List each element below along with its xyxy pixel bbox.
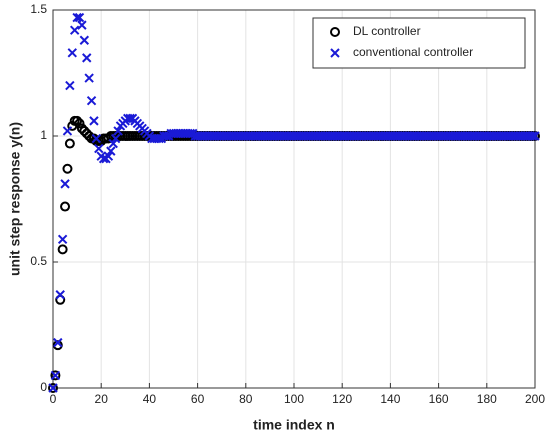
x-marker: [74, 12, 85, 23]
y-tick-label: 1.5: [30, 2, 47, 16]
circle-marker: [62, 163, 73, 174]
x-marker: [62, 126, 73, 136]
circle-marker: [57, 244, 68, 255]
circle-marker: [60, 201, 71, 212]
y-tick-label: 0.5: [30, 254, 47, 268]
x-tick-label: 40: [143, 392, 157, 406]
x-marker: [91, 133, 102, 144]
x-tick-label: 100: [284, 392, 304, 406]
x-marker: [79, 35, 90, 45]
x-marker: [89, 116, 99, 126]
x-tick-label: 180: [477, 392, 497, 406]
x-marker: [53, 337, 63, 348]
x-marker: [94, 143, 104, 154]
x-axis-label: time index n: [253, 417, 335, 433]
circle-marker: [330, 27, 340, 37]
x-marker: [67, 48, 77, 58]
plot-frame: [52, 9, 536, 389]
x-marker: [77, 20, 87, 30]
x-tick-label: 140: [380, 392, 400, 406]
x-marker: [113, 126, 123, 136]
y-tick-label: 1: [40, 128, 47, 142]
legend-label: conventional controller: [353, 45, 473, 59]
x-tick-label: 0: [50, 392, 57, 406]
x-marker: [154, 133, 164, 144]
x-marker: [60, 179, 70, 189]
x-marker: [530, 131, 540, 141]
x-marker: [330, 48, 340, 58]
x-tick-label: 20: [95, 392, 109, 406]
x-marker: [103, 151, 114, 161]
x-marker: [50, 370, 61, 381]
circle-marker: [48, 383, 58, 393]
y-tick-label: 0: [40, 380, 47, 394]
x-marker: [161, 131, 171, 141]
x-marker: [57, 234, 68, 245]
circle-marker: [52, 340, 63, 351]
legend-box: [312, 17, 526, 69]
circle-marker: [74, 118, 85, 129]
x-marker: [84, 73, 94, 83]
x-marker: [72, 12, 82, 23]
x-tick-label: 200: [525, 392, 545, 406]
x-marker: [185, 128, 196, 139]
x-tick-label: 120: [332, 392, 352, 406]
x-tick-label: 80: [239, 392, 253, 406]
x-marker: [125, 113, 135, 124]
x-marker: [48, 383, 58, 393]
legend-label: DL controller: [353, 24, 421, 38]
circle-marker: [50, 370, 61, 381]
circle-marker: [64, 138, 75, 149]
y-axis-label: unit step response y(n): [7, 122, 23, 276]
x-marker: [108, 138, 118, 149]
x-tick-label: 60: [191, 392, 205, 406]
x-marker: [527, 131, 538, 141]
x-marker: [55, 290, 65, 300]
x-tick-label: 160: [429, 392, 449, 406]
x-marker: [98, 153, 109, 164]
circle-marker: [72, 115, 83, 126]
x-marker: [69, 25, 80, 35]
x-marker: [110, 133, 121, 144]
x-marker: [106, 146, 116, 156]
x-marker: [65, 80, 75, 91]
x-marker: [82, 53, 92, 63]
x-marker: [86, 96, 97, 106]
